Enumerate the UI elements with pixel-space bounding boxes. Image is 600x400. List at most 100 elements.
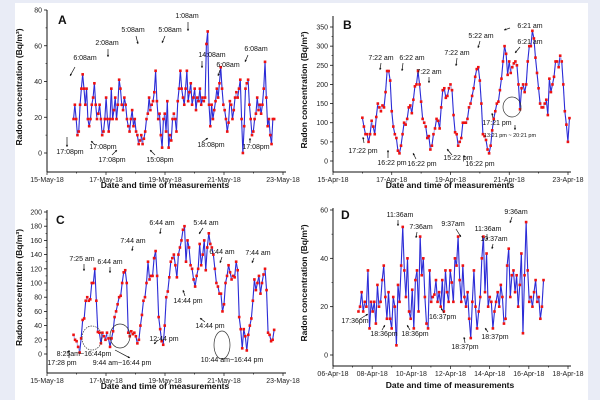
annotation-label: 6:08am bbox=[244, 46, 268, 53]
data-point bbox=[158, 327, 162, 331]
data-point bbox=[78, 351, 81, 354]
data-point bbox=[266, 124, 269, 128]
arrow-head bbox=[362, 137, 365, 140]
series-segment bbox=[226, 265, 230, 276]
data-point bbox=[100, 133, 104, 137]
series-segment bbox=[424, 296, 428, 324]
series-segment bbox=[247, 325, 251, 335]
data-point bbox=[503, 44, 506, 48]
data-point bbox=[373, 132, 377, 136]
data-point bbox=[461, 121, 465, 125]
series-segment bbox=[230, 104, 234, 120]
data-point bbox=[112, 108, 116, 112]
annotation-label: 15:08pm bbox=[146, 157, 173, 164]
series-segment bbox=[479, 80, 482, 104]
annotation-label: 14:08am bbox=[198, 52, 225, 59]
y-tick-label: 300 bbox=[316, 44, 328, 51]
data-point bbox=[250, 133, 254, 137]
series-segment bbox=[519, 88, 523, 110]
arrow-head bbox=[91, 141, 94, 144]
series-segment bbox=[391, 111, 394, 127]
series-segment bbox=[517, 284, 521, 307]
series-segment bbox=[534, 57, 538, 73]
y-tick-label: 100 bbox=[316, 120, 328, 127]
data-point bbox=[360, 290, 363, 294]
series-segment bbox=[473, 270, 477, 307]
data-point bbox=[164, 130, 168, 133]
data-point bbox=[537, 86, 540, 90]
data-point bbox=[234, 260, 238, 263]
data-point bbox=[537, 295, 541, 299]
series-segment bbox=[185, 240, 189, 262]
data-point bbox=[518, 108, 522, 111]
series-segment bbox=[136, 135, 140, 145]
series-segment bbox=[492, 311, 496, 329]
data-point bbox=[442, 86, 446, 90]
data-point bbox=[111, 329, 115, 333]
series-segment bbox=[448, 270, 451, 302]
annotation-label: 6:21 am bbox=[517, 39, 542, 46]
annotation-label: 16:22 pm bbox=[465, 161, 494, 168]
series-segment bbox=[457, 236, 461, 281]
data-point bbox=[532, 290, 536, 294]
data-point bbox=[116, 303, 119, 306]
y-tick-label: 50 bbox=[320, 139, 328, 146]
series-segment bbox=[190, 83, 193, 105]
series-segment bbox=[223, 282, 227, 305]
arrow-head bbox=[70, 73, 73, 76]
annotation-label: 16:37pm bbox=[429, 314, 456, 321]
highlight-circle bbox=[81, 325, 103, 351]
data-point bbox=[259, 292, 262, 295]
series-segment bbox=[79, 338, 82, 353]
data-point bbox=[145, 117, 148, 121]
series-segment bbox=[486, 253, 489, 307]
y-tick-label: 100 bbox=[30, 281, 42, 288]
series-segment bbox=[268, 118, 271, 136]
data-point bbox=[196, 267, 200, 271]
series-segment bbox=[235, 261, 239, 271]
series-segment bbox=[536, 72, 540, 89]
data-point bbox=[466, 290, 469, 294]
series-segment bbox=[93, 83, 97, 105]
data-point bbox=[432, 132, 435, 136]
data-point bbox=[458, 278, 461, 282]
data-point bbox=[480, 257, 484, 260]
series-segment bbox=[179, 70, 183, 89]
series-segment bbox=[170, 119, 174, 141]
data-point bbox=[120, 103, 124, 107]
data-point bbox=[423, 295, 427, 299]
data-point bbox=[77, 130, 81, 133]
series-segment bbox=[466, 107, 470, 119]
data-point bbox=[464, 305, 468, 308]
data-point bbox=[461, 264, 465, 267]
data-point bbox=[181, 228, 185, 232]
data-point bbox=[523, 90, 526, 94]
series-segment bbox=[79, 88, 82, 105]
series-segment bbox=[562, 84, 566, 112]
data-point bbox=[73, 338, 77, 342]
panel-letter: B bbox=[343, 18, 352, 32]
arrow-head bbox=[455, 63, 458, 66]
series-segment bbox=[168, 261, 172, 278]
series-segment bbox=[369, 120, 373, 135]
series-segment bbox=[89, 282, 93, 300]
series-segment bbox=[491, 118, 495, 131]
series-segment bbox=[502, 46, 506, 62]
data-point bbox=[415, 83, 418, 86]
series-segment bbox=[413, 280, 416, 329]
annotation-label: 17:08pm bbox=[242, 144, 269, 151]
series-segment bbox=[156, 101, 159, 120]
data-point bbox=[121, 108, 125, 112]
data-point bbox=[93, 267, 97, 271]
data-point bbox=[412, 98, 415, 102]
data-point bbox=[117, 78, 121, 82]
series-segment bbox=[148, 97, 151, 111]
data-point bbox=[150, 103, 154, 107]
annotation-label: 7:22 am bbox=[416, 69, 441, 76]
series-segment bbox=[388, 70, 391, 81]
series-segment bbox=[207, 31, 210, 105]
data-point bbox=[163, 324, 167, 327]
data-point bbox=[450, 88, 454, 92]
data-point bbox=[459, 300, 463, 304]
